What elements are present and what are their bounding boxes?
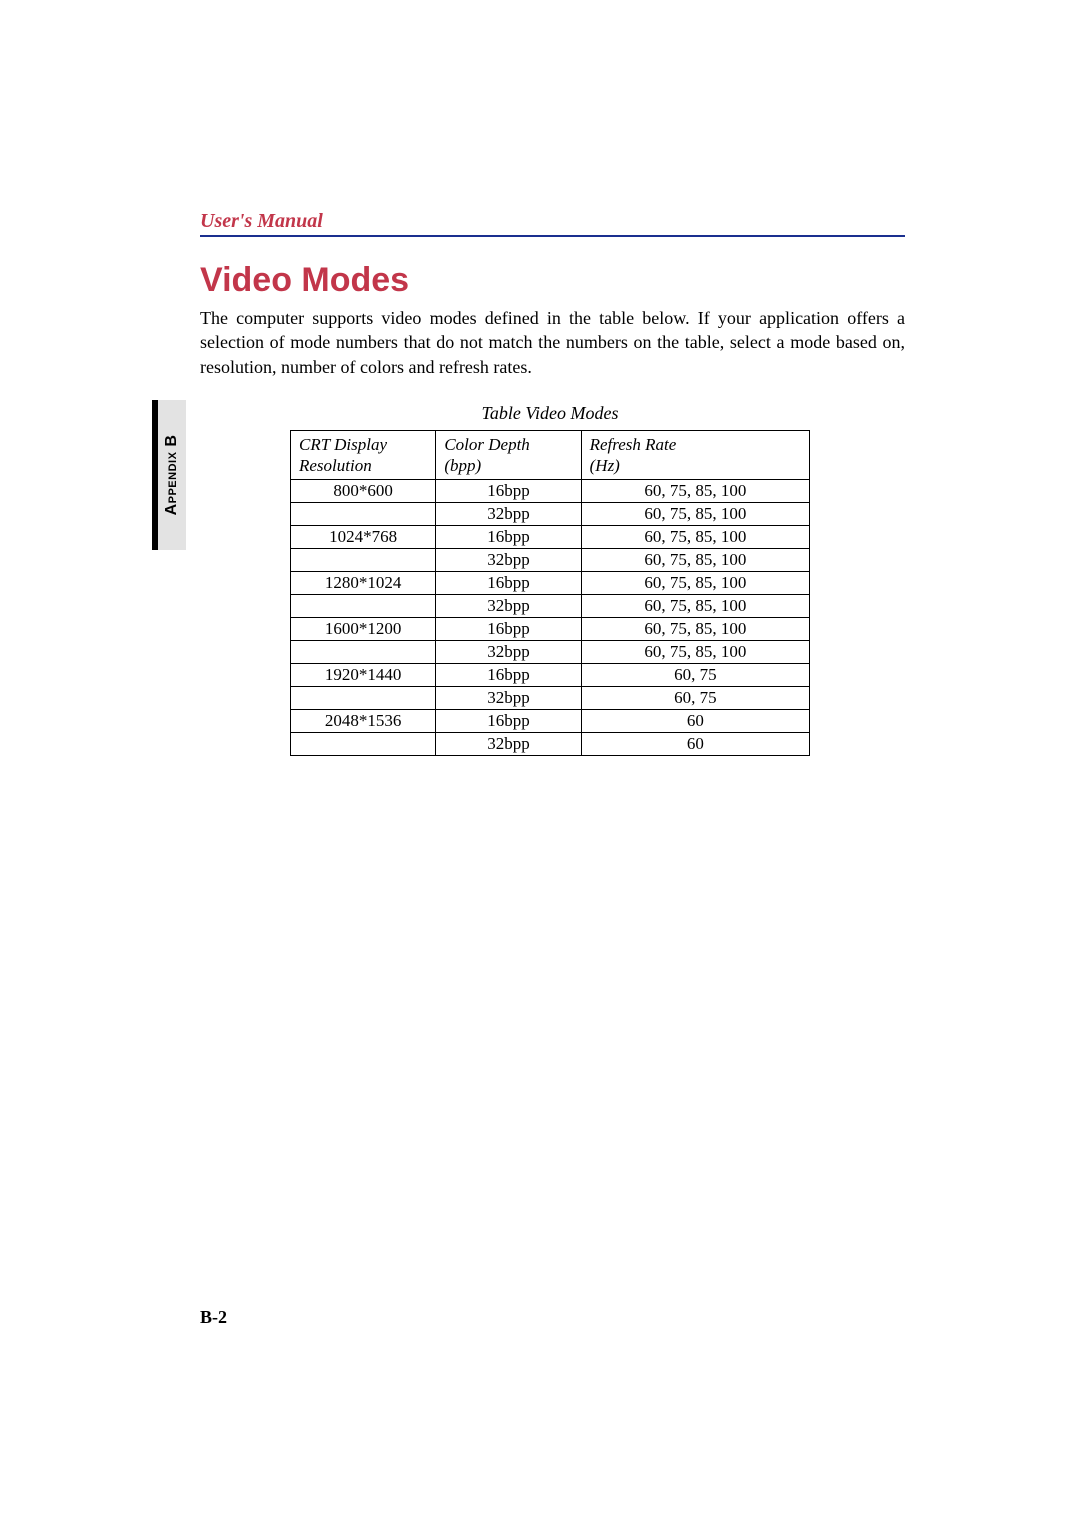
cell-depth: 32bpp: [436, 595, 581, 618]
cell-depth: 32bpp: [436, 549, 581, 572]
table-row: 32bpp60, 75, 85, 100: [291, 595, 810, 618]
page-number: B-2: [200, 1307, 227, 1328]
cell-depth: 32bpp: [436, 687, 581, 710]
cell-depth: 32bpp: [436, 641, 581, 664]
col-header-rate-l1: Refresh Rate: [590, 435, 677, 454]
appendix-tab-label: Appendix B: [163, 435, 181, 516]
video-modes-table: CRT Display Resolution Color Depth (bpp)…: [290, 430, 810, 757]
appendix-tab: Appendix B: [152, 400, 186, 550]
running-header: User's Manual: [200, 210, 905, 237]
cell-resolution: [291, 549, 436, 572]
cell-depth: 16bpp: [436, 710, 581, 733]
col-header-rate-l2: (Hz): [590, 456, 620, 475]
col-header-resolution-l1: CRT Display: [299, 435, 387, 454]
cell-rate: 60, 75: [581, 664, 809, 687]
cell-rate: 60: [581, 710, 809, 733]
table-caption: Table Video Modes: [290, 403, 810, 424]
col-header-depth-l2: (bpp): [444, 456, 481, 475]
cell-resolution: 1024*768: [291, 526, 436, 549]
table-row: 32bpp60: [291, 733, 810, 756]
cell-rate: 60, 75, 85, 100: [581, 618, 809, 641]
col-header-rate: Refresh Rate (Hz): [581, 430, 809, 480]
table-row: 32bpp60, 75, 85, 100: [291, 549, 810, 572]
col-header-depth-l1: Color Depth: [444, 435, 529, 454]
cell-depth: 32bpp: [436, 733, 581, 756]
col-header-resolution-l2: Resolution: [299, 456, 372, 475]
cell-rate: 60, 75, 85, 100: [581, 503, 809, 526]
cell-rate: 60, 75, 85, 100: [581, 549, 809, 572]
table-row: 1024*76816bpp60, 75, 85, 100: [291, 526, 810, 549]
cell-resolution: 800*600: [291, 480, 436, 503]
cell-rate: 60, 75, 85, 100: [581, 526, 809, 549]
cell-rate: 60: [581, 733, 809, 756]
cell-resolution: 1920*1440: [291, 664, 436, 687]
cell-resolution: 1280*1024: [291, 572, 436, 595]
table-row: 2048*153616bpp60: [291, 710, 810, 733]
table-body: 800*60016bpp60, 75, 85, 10032bpp60, 75, …: [291, 480, 810, 756]
table-head: CRT Display Resolution Color Depth (bpp)…: [291, 430, 810, 480]
page: Appendix B User's Manual Video Modes The…: [0, 0, 1080, 1528]
cell-rate: 60, 75: [581, 687, 809, 710]
cell-rate: 60, 75, 85, 100: [581, 641, 809, 664]
cell-resolution: 1600*1200: [291, 618, 436, 641]
cell-depth: 16bpp: [436, 480, 581, 503]
cell-depth: 16bpp: [436, 572, 581, 595]
cell-resolution: [291, 641, 436, 664]
table-row: 32bpp60, 75, 85, 100: [291, 641, 810, 664]
cell-depth: 16bpp: [436, 664, 581, 687]
cell-resolution: [291, 687, 436, 710]
table-row: 1280*102416bpp60, 75, 85, 100: [291, 572, 810, 595]
col-header-resolution: CRT Display Resolution: [291, 430, 436, 480]
cell-depth: 16bpp: [436, 526, 581, 549]
section-title: Video Modes: [200, 261, 905, 300]
table-row: 32bpp60, 75: [291, 687, 810, 710]
col-header-depth: Color Depth (bpp): [436, 430, 581, 480]
cell-resolution: [291, 503, 436, 526]
cell-rate: 60, 75, 85, 100: [581, 572, 809, 595]
table-row: 1920*144016bpp60, 75: [291, 664, 810, 687]
table-row: 800*60016bpp60, 75, 85, 100: [291, 480, 810, 503]
video-modes-table-wrap: Table Video Modes CRT Display Resolution…: [290, 403, 810, 757]
cell-depth: 16bpp: [436, 618, 581, 641]
cell-resolution: [291, 733, 436, 756]
cell-rate: 60, 75, 85, 100: [581, 595, 809, 618]
table-row: 32bpp60, 75, 85, 100: [291, 503, 810, 526]
cell-resolution: 2048*1536: [291, 710, 436, 733]
cell-rate: 60, 75, 85, 100: [581, 480, 809, 503]
cell-resolution: [291, 595, 436, 618]
table-header-row: CRT Display Resolution Color Depth (bpp)…: [291, 430, 810, 480]
table-row: 1600*120016bpp60, 75, 85, 100: [291, 618, 810, 641]
cell-depth: 32bpp: [436, 503, 581, 526]
intro-paragraph: The computer supports video modes define…: [200, 306, 905, 379]
